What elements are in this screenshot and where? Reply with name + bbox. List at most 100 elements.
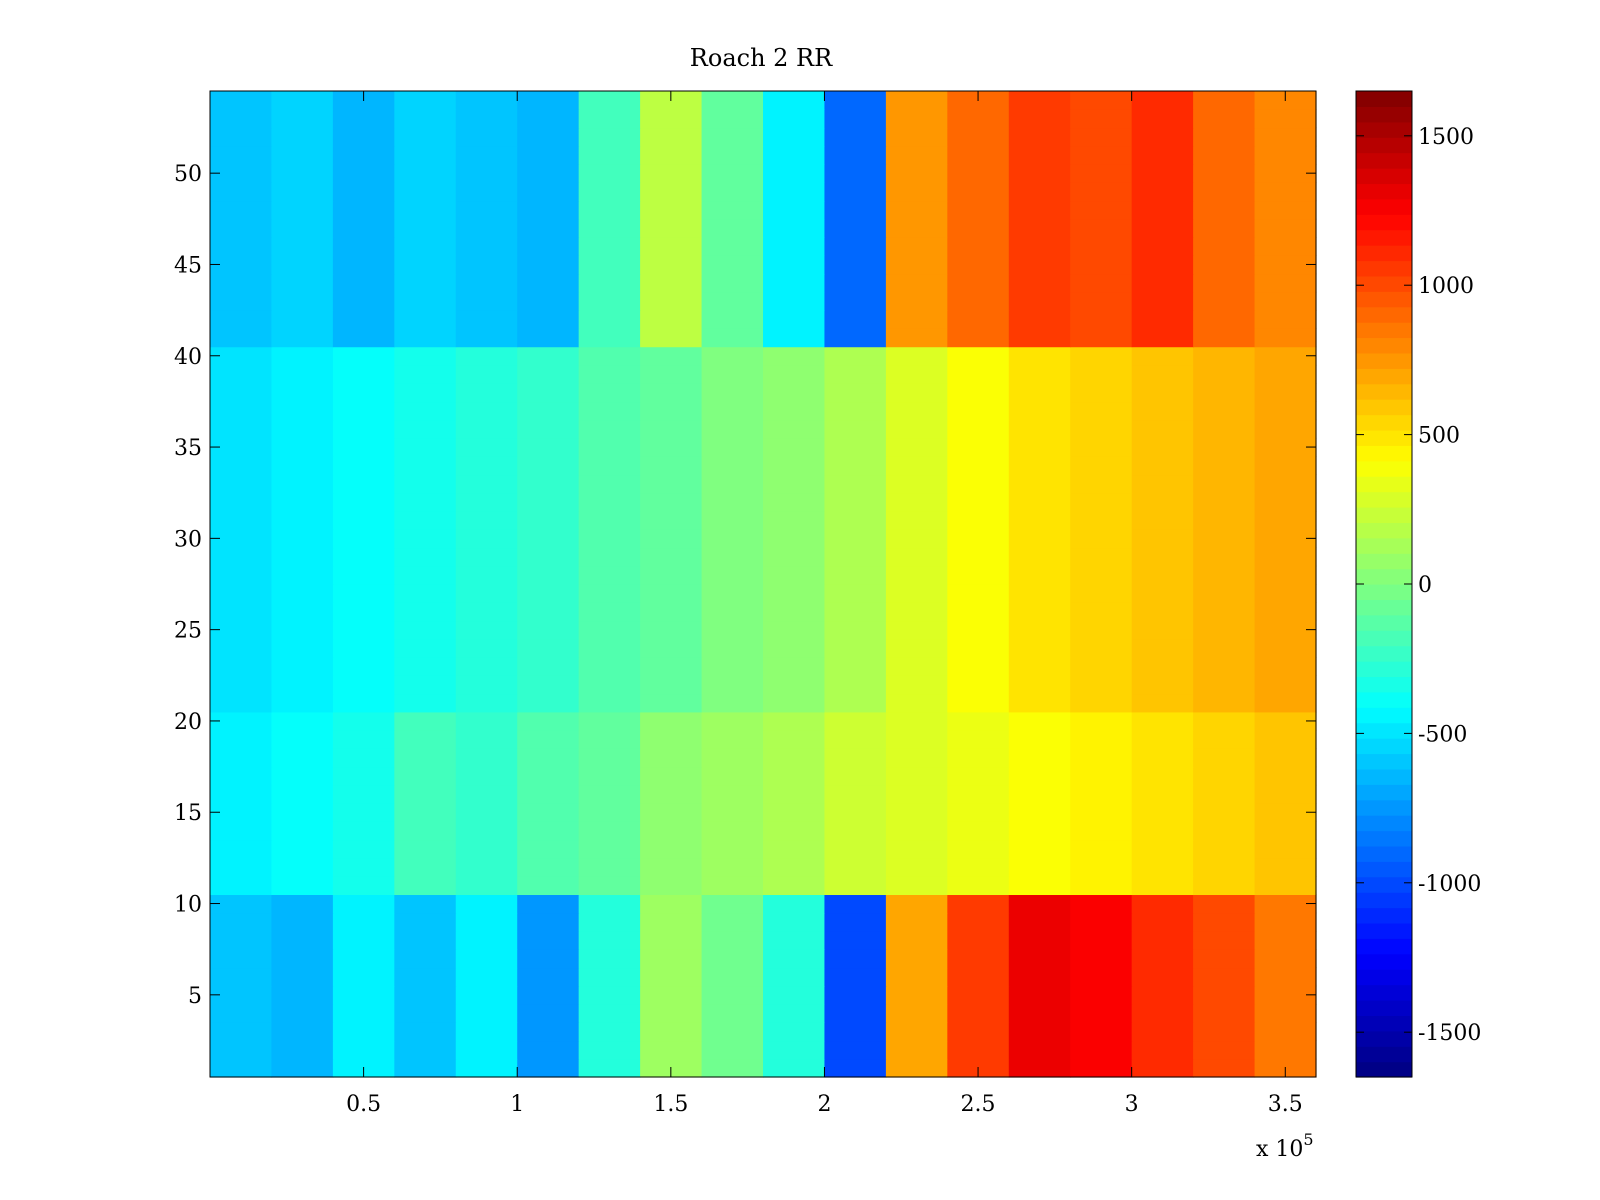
heatmap-cell <box>332 1022 395 1042</box>
heatmap-cell <box>1131 766 1194 786</box>
heatmap-cell <box>332 748 395 768</box>
colorbar-swatch <box>1356 768 1412 785</box>
heatmap-cell <box>578 839 641 859</box>
heatmap-cell <box>455 474 518 494</box>
colorbar-swatch <box>1356 506 1412 523</box>
heatmap-cell <box>517 985 580 1005</box>
heatmap-cell <box>394 675 457 695</box>
heatmap-cell <box>763 602 826 622</box>
heatmap-cell <box>1008 510 1071 530</box>
heatmap-cell <box>1254 164 1317 183</box>
heatmap-cell <box>947 657 1010 676</box>
heatmap-cell <box>640 218 703 238</box>
heatmap-cell <box>1008 328 1071 348</box>
heatmap-cell <box>763 127 826 147</box>
heatmap-cell <box>763 364 826 384</box>
heatmap-cell <box>271 529 334 549</box>
heatmap-cell <box>763 1058 826 1078</box>
heatmap-cell <box>885 930 948 950</box>
heatmap-cell <box>578 291 641 311</box>
heatmap-cell <box>763 657 826 676</box>
heatmap-cell <box>578 200 641 220</box>
heatmap-cell <box>1254 401 1317 421</box>
heatmap-cell <box>1070 1058 1133 1078</box>
heatmap-cell <box>271 803 334 822</box>
heatmap-cell <box>517 693 580 713</box>
heatmap-cell <box>210 766 273 786</box>
heatmap-cell <box>824 200 887 220</box>
heatmap-cell <box>210 109 273 129</box>
colorbar-swatch <box>1356 584 1412 601</box>
heatmap-cell <box>332 109 395 129</box>
heatmap-cell <box>1193 584 1256 603</box>
heatmap-cell <box>640 803 703 822</box>
heatmap-cell <box>1131 803 1194 822</box>
heatmap-cell <box>1193 693 1256 713</box>
heatmap-cell <box>1131 1058 1194 1078</box>
heatmap-cell <box>885 291 948 311</box>
heatmap-cell <box>1193 437 1256 457</box>
heatmap-cell <box>455 510 518 530</box>
heatmap-cell <box>332 237 395 256</box>
heatmap-cell <box>455 145 518 165</box>
heatmap-cell <box>1131 748 1194 768</box>
heatmap-cell <box>701 620 764 640</box>
heatmap-cell <box>210 1058 273 1078</box>
heatmap-cell <box>1070 565 1133 585</box>
heatmap-cell <box>210 255 273 275</box>
heatmap-cell <box>1193 638 1256 658</box>
heatmap-cell <box>824 529 887 549</box>
heatmap-cell <box>332 657 395 676</box>
heatmap-cell <box>1131 310 1194 329</box>
heatmap-cell <box>210 949 273 969</box>
heatmap-cell <box>640 967 703 987</box>
heatmap-cell <box>1131 876 1194 896</box>
heatmap-cell <box>1008 492 1071 512</box>
heatmap-cell <box>394 419 457 439</box>
heatmap-cell <box>271 857 334 877</box>
heatmap-cell <box>1070 492 1133 512</box>
heatmap-cell <box>210 821 273 841</box>
heatmap-cell <box>947 1003 1010 1023</box>
heatmap-cell <box>455 419 518 439</box>
heatmap-cell <box>1254 1003 1317 1023</box>
heatmap-cell <box>455 237 518 256</box>
heatmap-cell <box>763 291 826 311</box>
heatmap-cell <box>885 985 948 1005</box>
colorbar-swatch <box>1356 460 1412 477</box>
heatmap-cell <box>885 1022 948 1042</box>
heatmap-cell <box>517 510 580 530</box>
colorbar-tick-label: 0 <box>1418 573 1432 598</box>
heatmap-cell <box>885 492 948 512</box>
heatmap-cell <box>455 1040 518 1060</box>
heatmap-cell <box>210 310 273 329</box>
heatmap-cell <box>885 127 948 147</box>
heatmap-cell <box>394 857 457 877</box>
heatmap-cell <box>640 675 703 695</box>
heatmap-cell <box>824 328 887 348</box>
heatmap-cell <box>455 803 518 822</box>
heatmap-cell <box>763 529 826 549</box>
colorbar-swatch <box>1356 830 1412 847</box>
heatmap-cell <box>517 383 580 403</box>
colorbar-swatch <box>1356 121 1412 138</box>
heatmap-cell <box>271 1040 334 1060</box>
heatmap-cell <box>210 638 273 658</box>
y-tick-label: 15 <box>174 801 202 826</box>
heatmap-cell <box>701 839 764 859</box>
heatmap-cell <box>1131 145 1194 165</box>
heatmap-cell <box>455 730 518 749</box>
heatmap-cell <box>1070 784 1133 804</box>
heatmap-cell <box>332 456 395 476</box>
heatmap-cell <box>1070 91 1133 110</box>
heatmap-cell <box>763 565 826 585</box>
heatmap-cell <box>947 237 1010 256</box>
colorbar-swatch <box>1356 352 1412 369</box>
heatmap-cell <box>701 419 764 439</box>
heatmap-cell <box>517 803 580 822</box>
heatmap-cell <box>1008 1040 1071 1060</box>
heatmap-cell <box>271 200 334 220</box>
heatmap-cell <box>1193 164 1256 183</box>
heatmap-cell <box>701 949 764 969</box>
heatmap-cell <box>271 474 334 494</box>
